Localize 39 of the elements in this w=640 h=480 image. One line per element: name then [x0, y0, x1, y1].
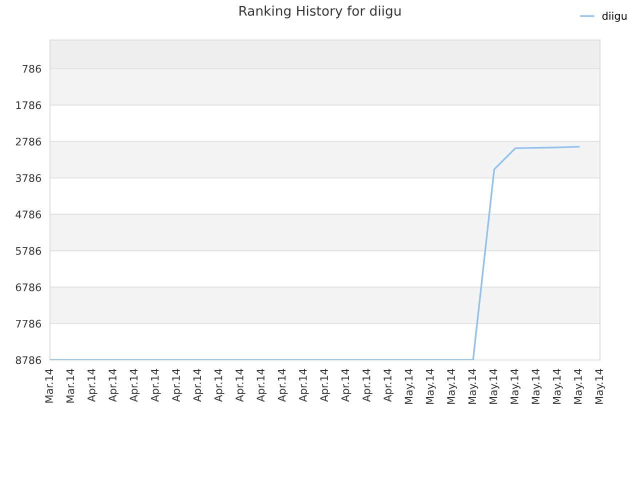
x-tick-label: Apr.14: [362, 368, 372, 402]
y-tick-label: 786: [22, 64, 42, 73]
x-tick-label: May.14: [447, 368, 457, 404]
x-tick-label: Apr.14: [236, 368, 246, 402]
x-tick-label: May.14: [595, 368, 606, 404]
x-tick-label: May.14: [574, 368, 584, 404]
x-tick-label: May.14: [532, 368, 542, 404]
y-tick-label: 5786: [16, 246, 42, 255]
x-tick-label: Mar.14: [45, 368, 54, 403]
x-tick-label: May.14: [426, 368, 436, 404]
x-tick-label: May.14: [468, 368, 478, 404]
y-tick-label: 2786: [16, 138, 42, 146]
x-tick-label: Apr.14: [256, 368, 267, 402]
y-tick-label: 7786: [16, 320, 42, 328]
x-tick-label: Apr.14: [130, 368, 140, 402]
x-tick-label: May.14: [404, 368, 415, 404]
x-tick-label: Apr.14: [384, 368, 394, 402]
x-tick-label: Apr.14: [172, 368, 182, 402]
y-tick-label: 1786: [16, 101, 42, 110]
y-tick-label: 4786: [16, 210, 42, 218]
x-tick-label: Apr.14: [278, 368, 288, 402]
x-tick-label: Apr.14: [151, 368, 161, 402]
x-tick-label: May.14: [510, 368, 520, 404]
y-tick-label: 8786: [16, 356, 42, 364]
line-series: [50, 146, 580, 360]
x-tick-label: Apr.14: [299, 368, 309, 402]
x-tick-label: Apr.14: [108, 368, 118, 402]
x-tick-label: Apr.14: [88, 368, 98, 402]
x-tick-label: May.14: [552, 368, 563, 404]
x-tick-label: Apr.14: [341, 368, 352, 402]
legend-label: diigu: [602, 12, 626, 22]
x-tick-label: Apr.14: [214, 368, 224, 402]
y-tick-label: 6786: [16, 283, 42, 292]
x-tick-label: May.14: [490, 368, 500, 404]
x-tick-label: Apr.14: [193, 368, 204, 402]
chart-title: Ranking History for diigu: [240, 6, 401, 18]
y-tick-label: 3786: [16, 174, 42, 182]
x-tick-label: Apr.14: [320, 368, 330, 402]
x-tick-label: Mar.14: [66, 368, 74, 403]
